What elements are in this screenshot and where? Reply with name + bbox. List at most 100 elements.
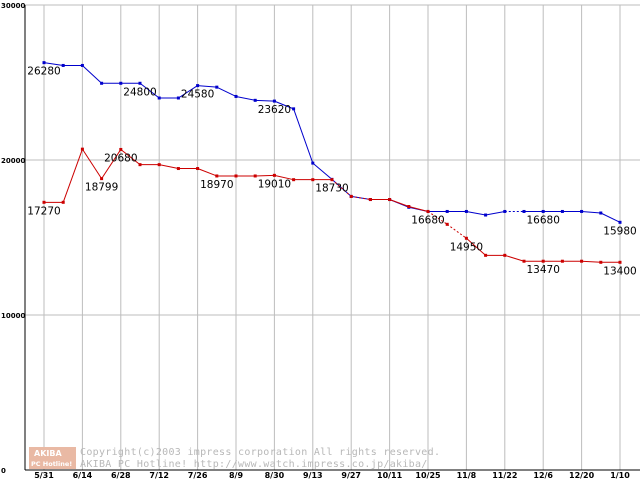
footer-watermark: AKIBA PC Hotline! Copyright(c)2003 impre… (29, 447, 440, 470)
series-segment (600, 212, 621, 223)
data-point (330, 178, 334, 182)
x-tick-label: 8/9 (229, 471, 243, 480)
data-point (42, 200, 46, 204)
logo-badge (29, 447, 76, 469)
series-segment (466, 210, 486, 216)
data-point (196, 84, 200, 88)
data-label: 18970 (200, 179, 233, 191)
grid (25, 4, 640, 470)
x-tick-label: 6/14 (73, 471, 93, 480)
series-segment-dotted (351, 195, 371, 201)
series-segment (139, 82, 160, 99)
data-point (100, 81, 104, 85)
series-segment-dotted (331, 179, 352, 197)
data-label: 20680 (104, 152, 137, 164)
series-segment (504, 254, 525, 262)
axes (24, 5, 640, 471)
data-point (253, 174, 257, 178)
series-segment (101, 149, 122, 179)
data-point (176, 96, 180, 100)
logo-text-bottom: PC Hotline! (31, 460, 72, 468)
data-point (272, 173, 276, 177)
data-point (80, 147, 84, 151)
series-segment-dotted (446, 223, 467, 239)
y-tick-label: 0 (1, 467, 6, 475)
data-point (138, 163, 142, 167)
x-tick-label: 11/22 (492, 471, 517, 480)
data-point (157, 96, 161, 100)
series-segment (197, 85, 217, 88)
data-label: 18799 (85, 182, 118, 194)
data-label: 13470 (526, 264, 559, 276)
data-point (426, 209, 430, 213)
y-tick-label: 20000 (1, 157, 25, 165)
series-segment (274, 100, 294, 110)
data-point (100, 177, 104, 181)
data-point (522, 259, 526, 263)
x-tick-label: 7/26 (188, 471, 208, 480)
x-tick-label: 10/25 (415, 471, 441, 480)
data-point (119, 147, 123, 151)
copyright-text: Copyright(c)2003 impress corporation All… (80, 447, 440, 458)
data-point (215, 85, 219, 89)
series-segment (274, 174, 294, 181)
data-label: 26280 (27, 66, 60, 78)
site-url-text: AKIBA PC Hotline! http://www.watch.impre… (80, 459, 428, 470)
data-point (196, 167, 200, 171)
data-point (272, 99, 276, 103)
data-label: 14950 (450, 241, 483, 253)
data-point (311, 178, 315, 182)
data-label: 15980 (603, 225, 636, 237)
tick-labels: 0 10000 20000 30000 5/31 6/14 6/28 7/12 7/26 8/9 8… (1, 2, 630, 480)
data-point (311, 161, 315, 165)
y-tick-label: 30000 (1, 2, 25, 10)
data-point (560, 259, 564, 263)
series-segment (216, 86, 237, 97)
data-label: 13400 (603, 265, 636, 277)
data-point (599, 260, 603, 264)
series-segment (312, 162, 333, 180)
data-point (234, 94, 238, 98)
x-tick-label: 8/30 (265, 471, 285, 480)
data-point (503, 209, 507, 213)
data-point (61, 200, 65, 204)
data-point (541, 209, 545, 213)
data-label: 23620 (258, 104, 291, 116)
series (42, 61, 622, 264)
data-point (234, 174, 238, 178)
data-point (618, 220, 622, 224)
data-label: 16680 (526, 214, 559, 226)
series-segment (178, 85, 198, 99)
data-point (215, 174, 219, 178)
data-point (580, 259, 584, 263)
data-point (157, 163, 161, 167)
logo-text-top: AKIBA (34, 449, 62, 458)
series-segment (81, 148, 103, 179)
data-point (445, 209, 449, 213)
data-point (253, 98, 257, 102)
series-segment (235, 95, 256, 101)
data-point (61, 63, 65, 67)
data-point (42, 61, 46, 65)
series-segment (255, 174, 275, 177)
x-tick-label: 9/13 (303, 471, 323, 480)
data-point (484, 213, 488, 217)
series-segment (485, 210, 505, 216)
data-point (464, 236, 468, 240)
data-label: 17270 (27, 205, 60, 217)
y-tick-label: 10000 (1, 312, 25, 320)
data-point (119, 81, 123, 85)
data-label: 24800 (123, 86, 156, 98)
series-2 (42, 147, 622, 264)
x-tick-label: 5/31 (34, 471, 54, 480)
series-segment (466, 237, 486, 256)
series-segment (293, 108, 314, 164)
x-tick-label: 12/6 (533, 471, 553, 480)
data-label: 18730 (315, 183, 348, 195)
data-point (388, 198, 392, 202)
data-point (464, 209, 468, 213)
data-point (541, 259, 545, 263)
data-point (138, 81, 142, 85)
data-point (292, 107, 296, 111)
